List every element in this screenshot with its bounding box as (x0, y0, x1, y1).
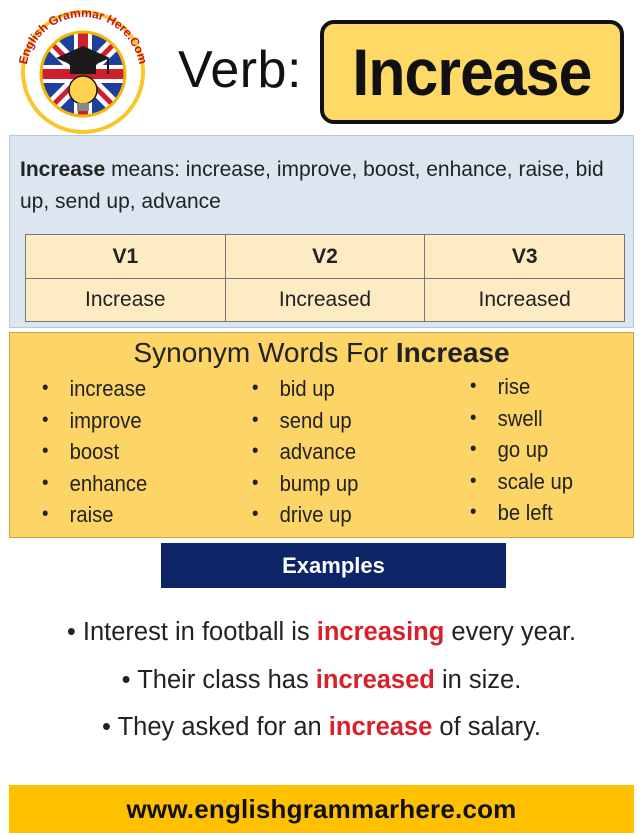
example-text-after: of salary. (432, 713, 541, 741)
bullet: • (66, 618, 76, 646)
cell-v1: Increase (25, 278, 226, 322)
cell-v2: Increased (224, 278, 426, 322)
example-highlight: increased (315, 666, 435, 694)
header-v3: V3 (424, 234, 625, 279)
list-item: bid up (252, 373, 358, 405)
word-title: Increase (352, 35, 592, 109)
example-sentence-2: • Their class has increased in size. (0, 666, 643, 695)
header-v1: V1 (25, 234, 226, 279)
example-text-after: in size. (434, 666, 522, 694)
example-text-before: Interest in football is (75, 618, 317, 646)
synonym-column-1: increase improve boost enhance raise (42, 373, 156, 531)
list-item: send up (252, 405, 358, 437)
synonyms-title: Synonym Words For Increase (10, 337, 633, 369)
example-text-before: Their class has (130, 666, 316, 694)
table-header-row: V1 V2 V3 (25, 234, 625, 279)
list-item: bump up (252, 468, 358, 500)
list-item: boost (42, 436, 147, 468)
list-item: go up (470, 434, 573, 466)
header-v2: V2 (224, 234, 426, 279)
meaning-word: Increase (20, 158, 106, 181)
synonyms-title-prefix: Synonym Words For (133, 337, 396, 368)
list-item: swell (470, 403, 573, 435)
synonyms-panel: Synonym Words For Increase increase impr… (9, 332, 634, 538)
list-item: improve (42, 405, 147, 437)
synonym-column-2: bid up send up advance bump up drive up (252, 373, 368, 531)
list-item: increase (42, 373, 147, 405)
list-item: drive up (252, 499, 358, 531)
examples-heading-bar: Examples (161, 543, 506, 588)
example-text-after: every year. (444, 618, 577, 646)
example-highlight: increase (328, 713, 433, 741)
cell-v3: Increased (424, 278, 625, 322)
example-text-before: They asked for an (110, 713, 329, 741)
meaning-text: Increase means: increase, improve, boost… (20, 154, 620, 218)
list-item: rise (470, 371, 573, 403)
site-logo[interactable]: English Grammar Here.Com (8, 6, 158, 136)
example-sentence-1: • Interest in football is increasing eve… (0, 618, 643, 647)
list-item: scale up (470, 466, 573, 498)
list-item: enhance (42, 468, 147, 500)
example-highlight: increasing (316, 618, 445, 646)
word-title-box: Increase (320, 20, 624, 124)
list-item: advance (252, 436, 358, 468)
list-item: be left (470, 497, 573, 529)
example-sentence-3: • They asked for an increase of salary. (0, 713, 643, 742)
bullet: • (121, 666, 131, 694)
meaning-panel: Increase means: increase, improve, boost… (9, 135, 634, 328)
union-jack-graduation-cap-icon: English Grammar Here.Com (16, 6, 150, 134)
verb-forms-table: V1 V2 V3 Increase Increased Increased (25, 234, 625, 322)
examples-heading: Examples (282, 552, 385, 578)
synonyms-title-word: Increase (395, 337, 510, 368)
list-item: raise (42, 499, 147, 531)
footer-bar: www.englishgrammarhere.com (9, 785, 634, 833)
verb-label: Verb: (178, 41, 302, 99)
meaning-definition: means: increase, improve, boost, enhance… (20, 158, 604, 213)
footer-url-link[interactable]: www.englishgrammarhere.com (126, 793, 517, 824)
table-row: Increase Increased Increased (25, 278, 625, 322)
bullet: • (102, 713, 111, 741)
synonym-column-3: rise swell go up scale up be left (470, 371, 582, 529)
